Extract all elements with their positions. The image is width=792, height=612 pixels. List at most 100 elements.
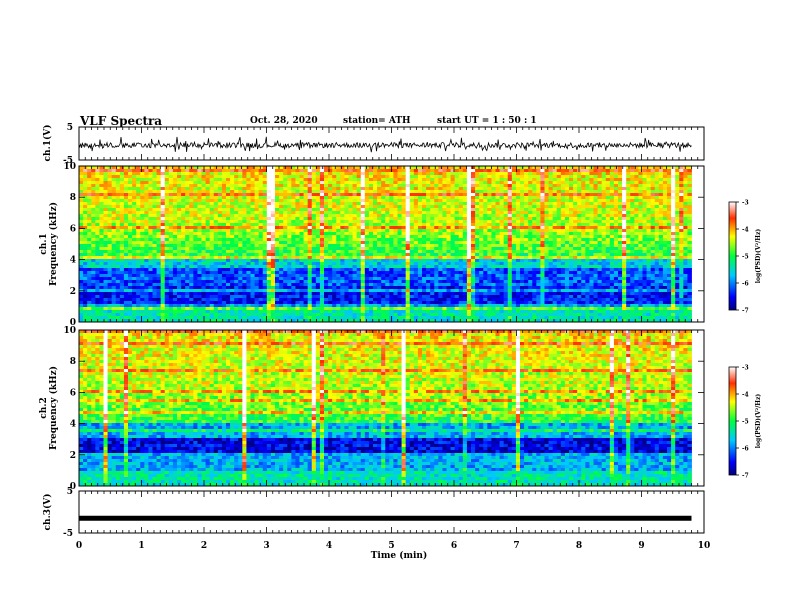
spectrogram-cell [511, 217, 517, 221]
spectrogram-cell [217, 229, 223, 233]
spectrogram-cell [201, 214, 206, 218]
spectrogram-cell [140, 229, 145, 233]
spectrogram-cell [646, 202, 652, 206]
spectrogram-cell [573, 250, 578, 254]
spectrogram-cell [79, 241, 84, 245]
spectrogram-cell [340, 172, 345, 176]
spectrogram-cell [226, 184, 231, 188]
spectrogram-cell [221, 214, 227, 218]
spectrogram-cell [397, 247, 402, 251]
spectrogram-cell [209, 265, 215, 269]
spectrogram-cell [675, 238, 680, 242]
spectrogram-cell [417, 202, 423, 206]
spectrogram-cell [91, 223, 96, 227]
spectrogram-cell [569, 235, 574, 239]
spectrogram-cell [658, 244, 664, 248]
spectrogram-cell [283, 247, 288, 251]
spectrogram-cell [405, 259, 411, 263]
spectrogram-cell [434, 181, 439, 185]
spectrogram-cell [552, 205, 558, 209]
spectrogram-cell [279, 172, 284, 176]
spectrogram-cell [385, 232, 390, 236]
spectrogram-cell [377, 193, 382, 197]
spectrogram-cell [548, 238, 554, 242]
spectrogram-cell [573, 223, 578, 227]
spectrogram-cell [303, 166, 309, 170]
spectrogram-cell [515, 229, 521, 233]
spectrogram-cell [605, 187, 611, 191]
spectrogram-cell [434, 247, 439, 251]
spectrogram-cell [646, 205, 652, 209]
spectrogram-cell [258, 262, 264, 266]
spectrogram-cell [552, 202, 558, 206]
spectrogram-cell [503, 190, 509, 194]
spectrogram-cell [401, 193, 407, 197]
spectrogram-cell [242, 202, 247, 206]
spectrogram-cell [662, 256, 668, 260]
spectrogram-cell [87, 241, 92, 245]
spectrogram-cell [283, 205, 288, 209]
spectrogram-cell [438, 220, 443, 224]
spectrogram-cell [667, 247, 672, 251]
spectrogram-cell [283, 178, 288, 182]
spectrogram-cell [226, 190, 231, 194]
spectrogram-cell [111, 238, 117, 242]
spectrogram-cell [95, 241, 100, 245]
spectrogram-cell [136, 223, 141, 227]
spectrogram-cell [340, 253, 345, 257]
spectrogram-cell [650, 184, 656, 188]
spectrogram-cell [569, 217, 574, 221]
spectrogram-cell [177, 211, 182, 215]
spectrogram-cell [275, 187, 280, 191]
spectrogram-cell [299, 238, 304, 242]
spectrogram-cell [683, 193, 688, 197]
spectrogram-cell [324, 250, 329, 254]
spectrogram-cell [667, 184, 672, 188]
spectrogram-cell [479, 184, 484, 188]
spectrogram-cell [462, 250, 468, 254]
spectrogram-cell [618, 235, 623, 239]
spectrogram-cell [605, 211, 611, 215]
spectrogram-cell [642, 199, 647, 203]
spectrogram-cell [454, 214, 460, 218]
spectrogram-cell [111, 223, 117, 227]
spectrogram-cell [107, 253, 113, 257]
spectrogram-cell [266, 217, 272, 221]
spectrogram-cell [401, 199, 407, 203]
spectrogram-cell [667, 217, 672, 221]
spectrogram-cell [168, 235, 174, 239]
spectrogram-cell [303, 244, 309, 248]
spectrogram-cell [238, 175, 243, 179]
spectrogram-cell [364, 238, 370, 242]
spectrogram-cell [336, 202, 341, 206]
spectrogram-cell [332, 214, 337, 218]
spectrogram-cell [667, 205, 672, 209]
spectrogram-cell [446, 211, 451, 215]
spectrogram-cell [209, 229, 215, 233]
spectrogram-cell [536, 247, 541, 251]
spectrogram-cell [119, 208, 125, 212]
spectrogram-cell [205, 175, 211, 179]
spectrogram-cell [630, 187, 635, 191]
spectrogram-cell [119, 220, 125, 224]
spectrogram-cell [221, 178, 227, 182]
spectrogram-cell [401, 190, 407, 194]
spectrogram-cell [103, 217, 108, 221]
spectrogram-cell [115, 220, 121, 224]
spectrogram-cell [675, 217, 680, 221]
spectrogram-cell [262, 262, 268, 266]
spectrogram-cell [597, 184, 603, 188]
spectrogram-cell [234, 238, 239, 242]
spectrogram-cell [462, 247, 468, 251]
spectrogram-cell [315, 250, 321, 254]
spectrogram-cell [205, 208, 211, 212]
spectrogram-cell [348, 181, 353, 185]
spectrogram-cell [385, 241, 390, 245]
spectrogram-cell [160, 217, 166, 221]
spectrogram-cell [495, 181, 500, 185]
spectrogram-cell [556, 196, 562, 200]
spectrogram-cell [111, 217, 117, 221]
spectrogram-cell [148, 217, 153, 221]
spectrogram-cell [270, 193, 276, 197]
spectrogram-cell [270, 190, 276, 194]
